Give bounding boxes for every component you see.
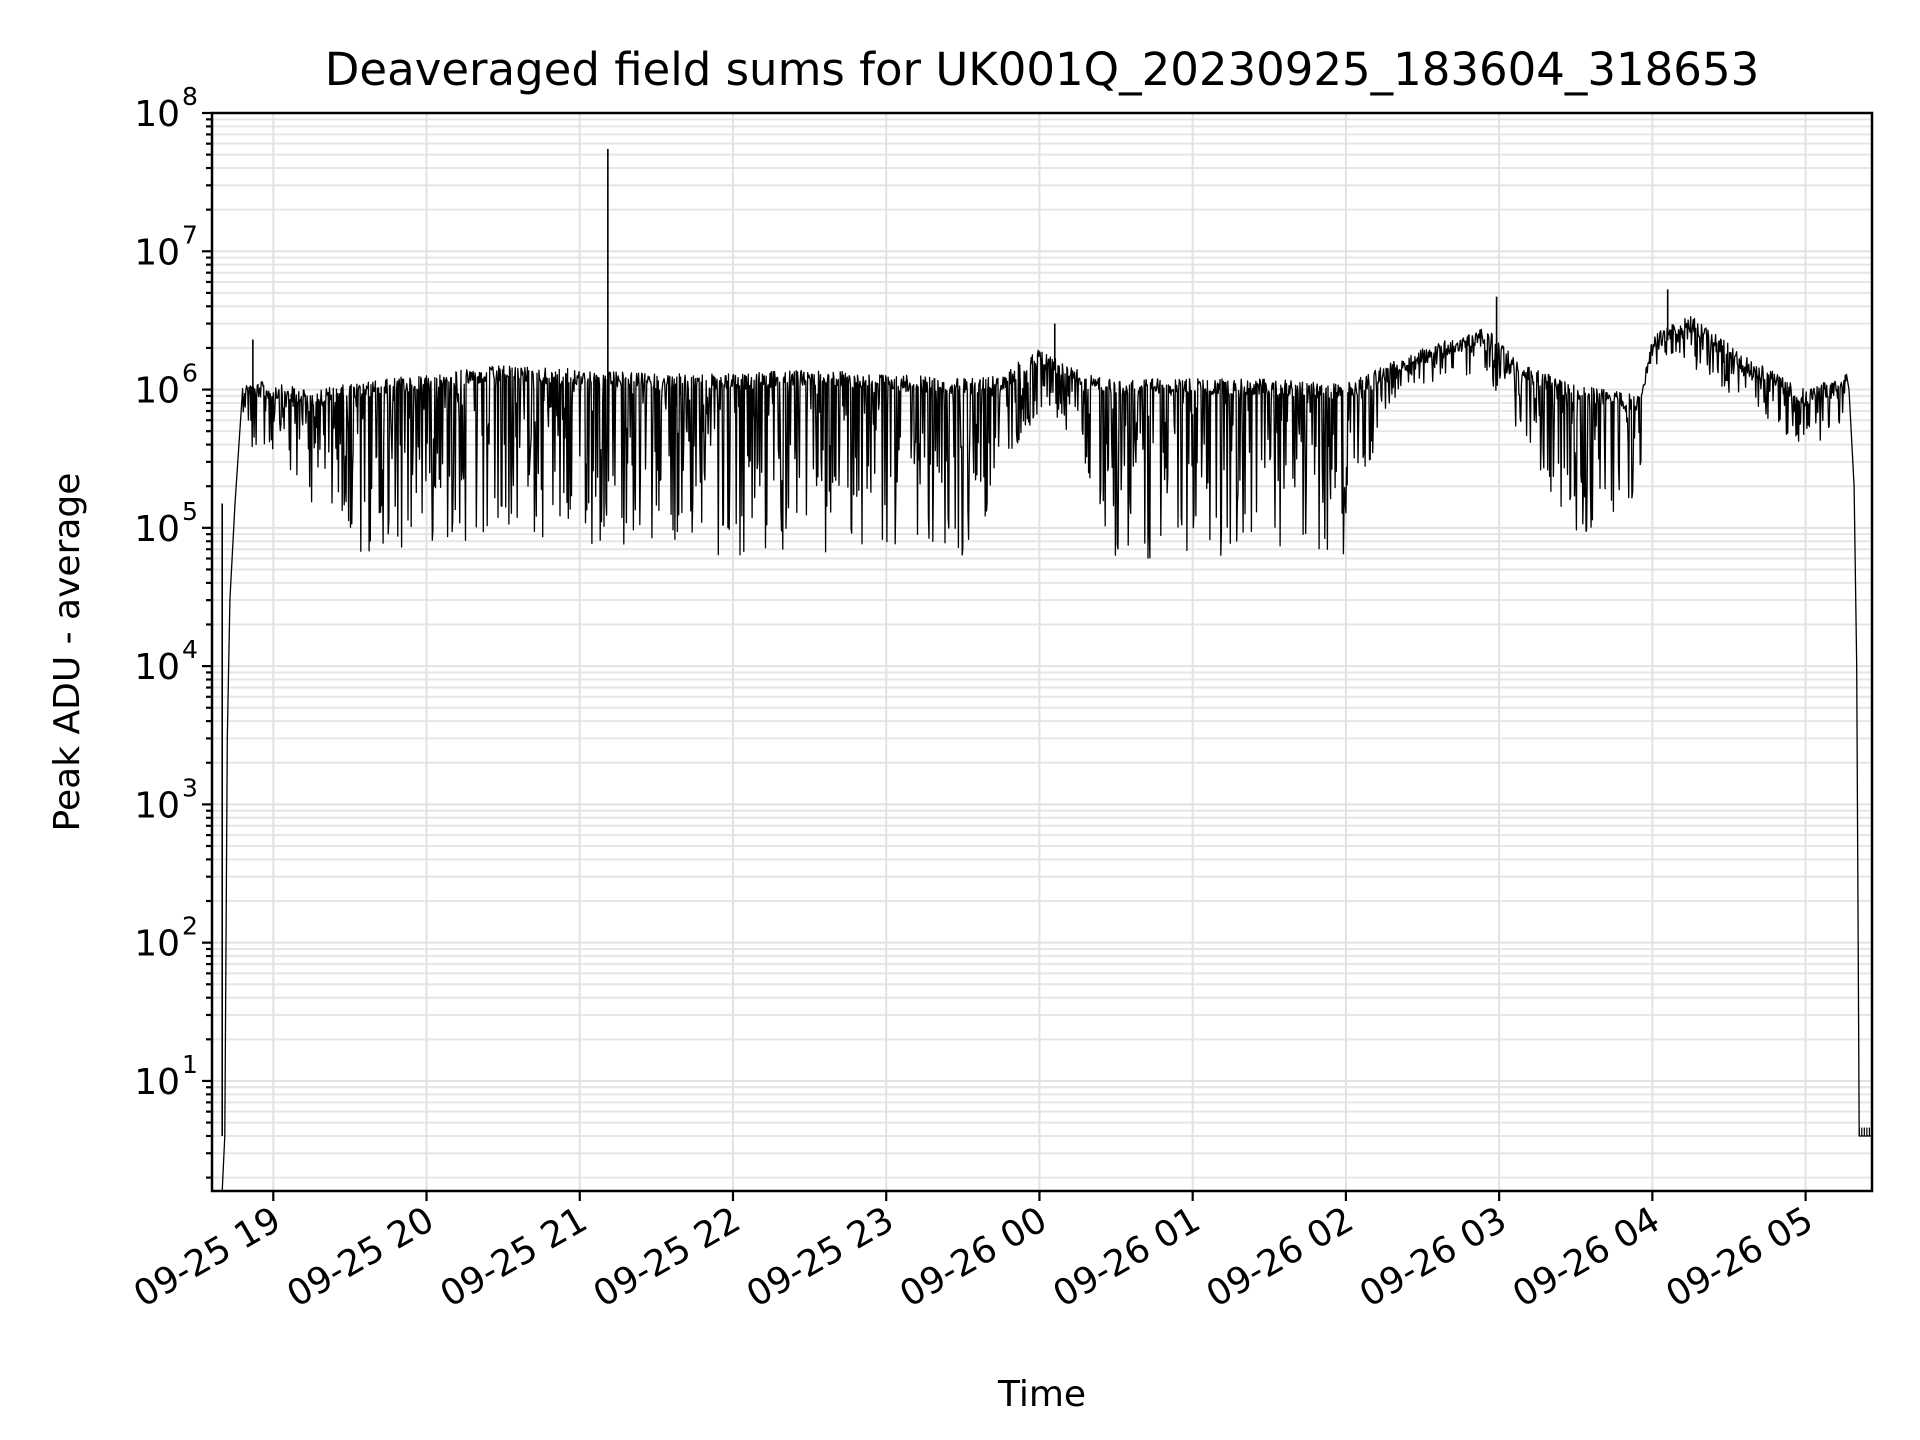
y-tick-exponent: 2 (182, 912, 198, 941)
y-tick-exponent: 3 (182, 773, 198, 802)
chart-title: Deaveraged field sums for UK001Q_2023092… (325, 43, 1759, 96)
x-axis-label: Time (997, 1374, 1086, 1415)
axes-frame (210, 111, 1874, 1193)
y-tick-exponent: 8 (182, 82, 198, 111)
y-tick-label: 10 (134, 371, 180, 412)
y-tick-label: 10 (134, 924, 180, 965)
y-tick-exponent: 1 (182, 1050, 198, 1079)
y-tick-exponent: 6 (182, 359, 198, 388)
y-tick-exponent: 5 (182, 497, 198, 526)
y-tick-label: 10 (134, 94, 180, 135)
y-tick-exponent: 7 (182, 220, 198, 249)
y-axis-label: Peak ADU - average (47, 473, 88, 832)
y-tick-label: 10 (134, 1062, 180, 1103)
series-line (221, 316, 1872, 1191)
y-tick-label: 10 (134, 509, 180, 550)
y-tick-label: 10 (134, 785, 180, 826)
y-tick-exponent: 4 (182, 635, 198, 664)
y-tick-label: 10 (134, 647, 180, 688)
series-layer (221, 148, 1872, 1191)
y-tick-label: 10 (134, 232, 180, 273)
